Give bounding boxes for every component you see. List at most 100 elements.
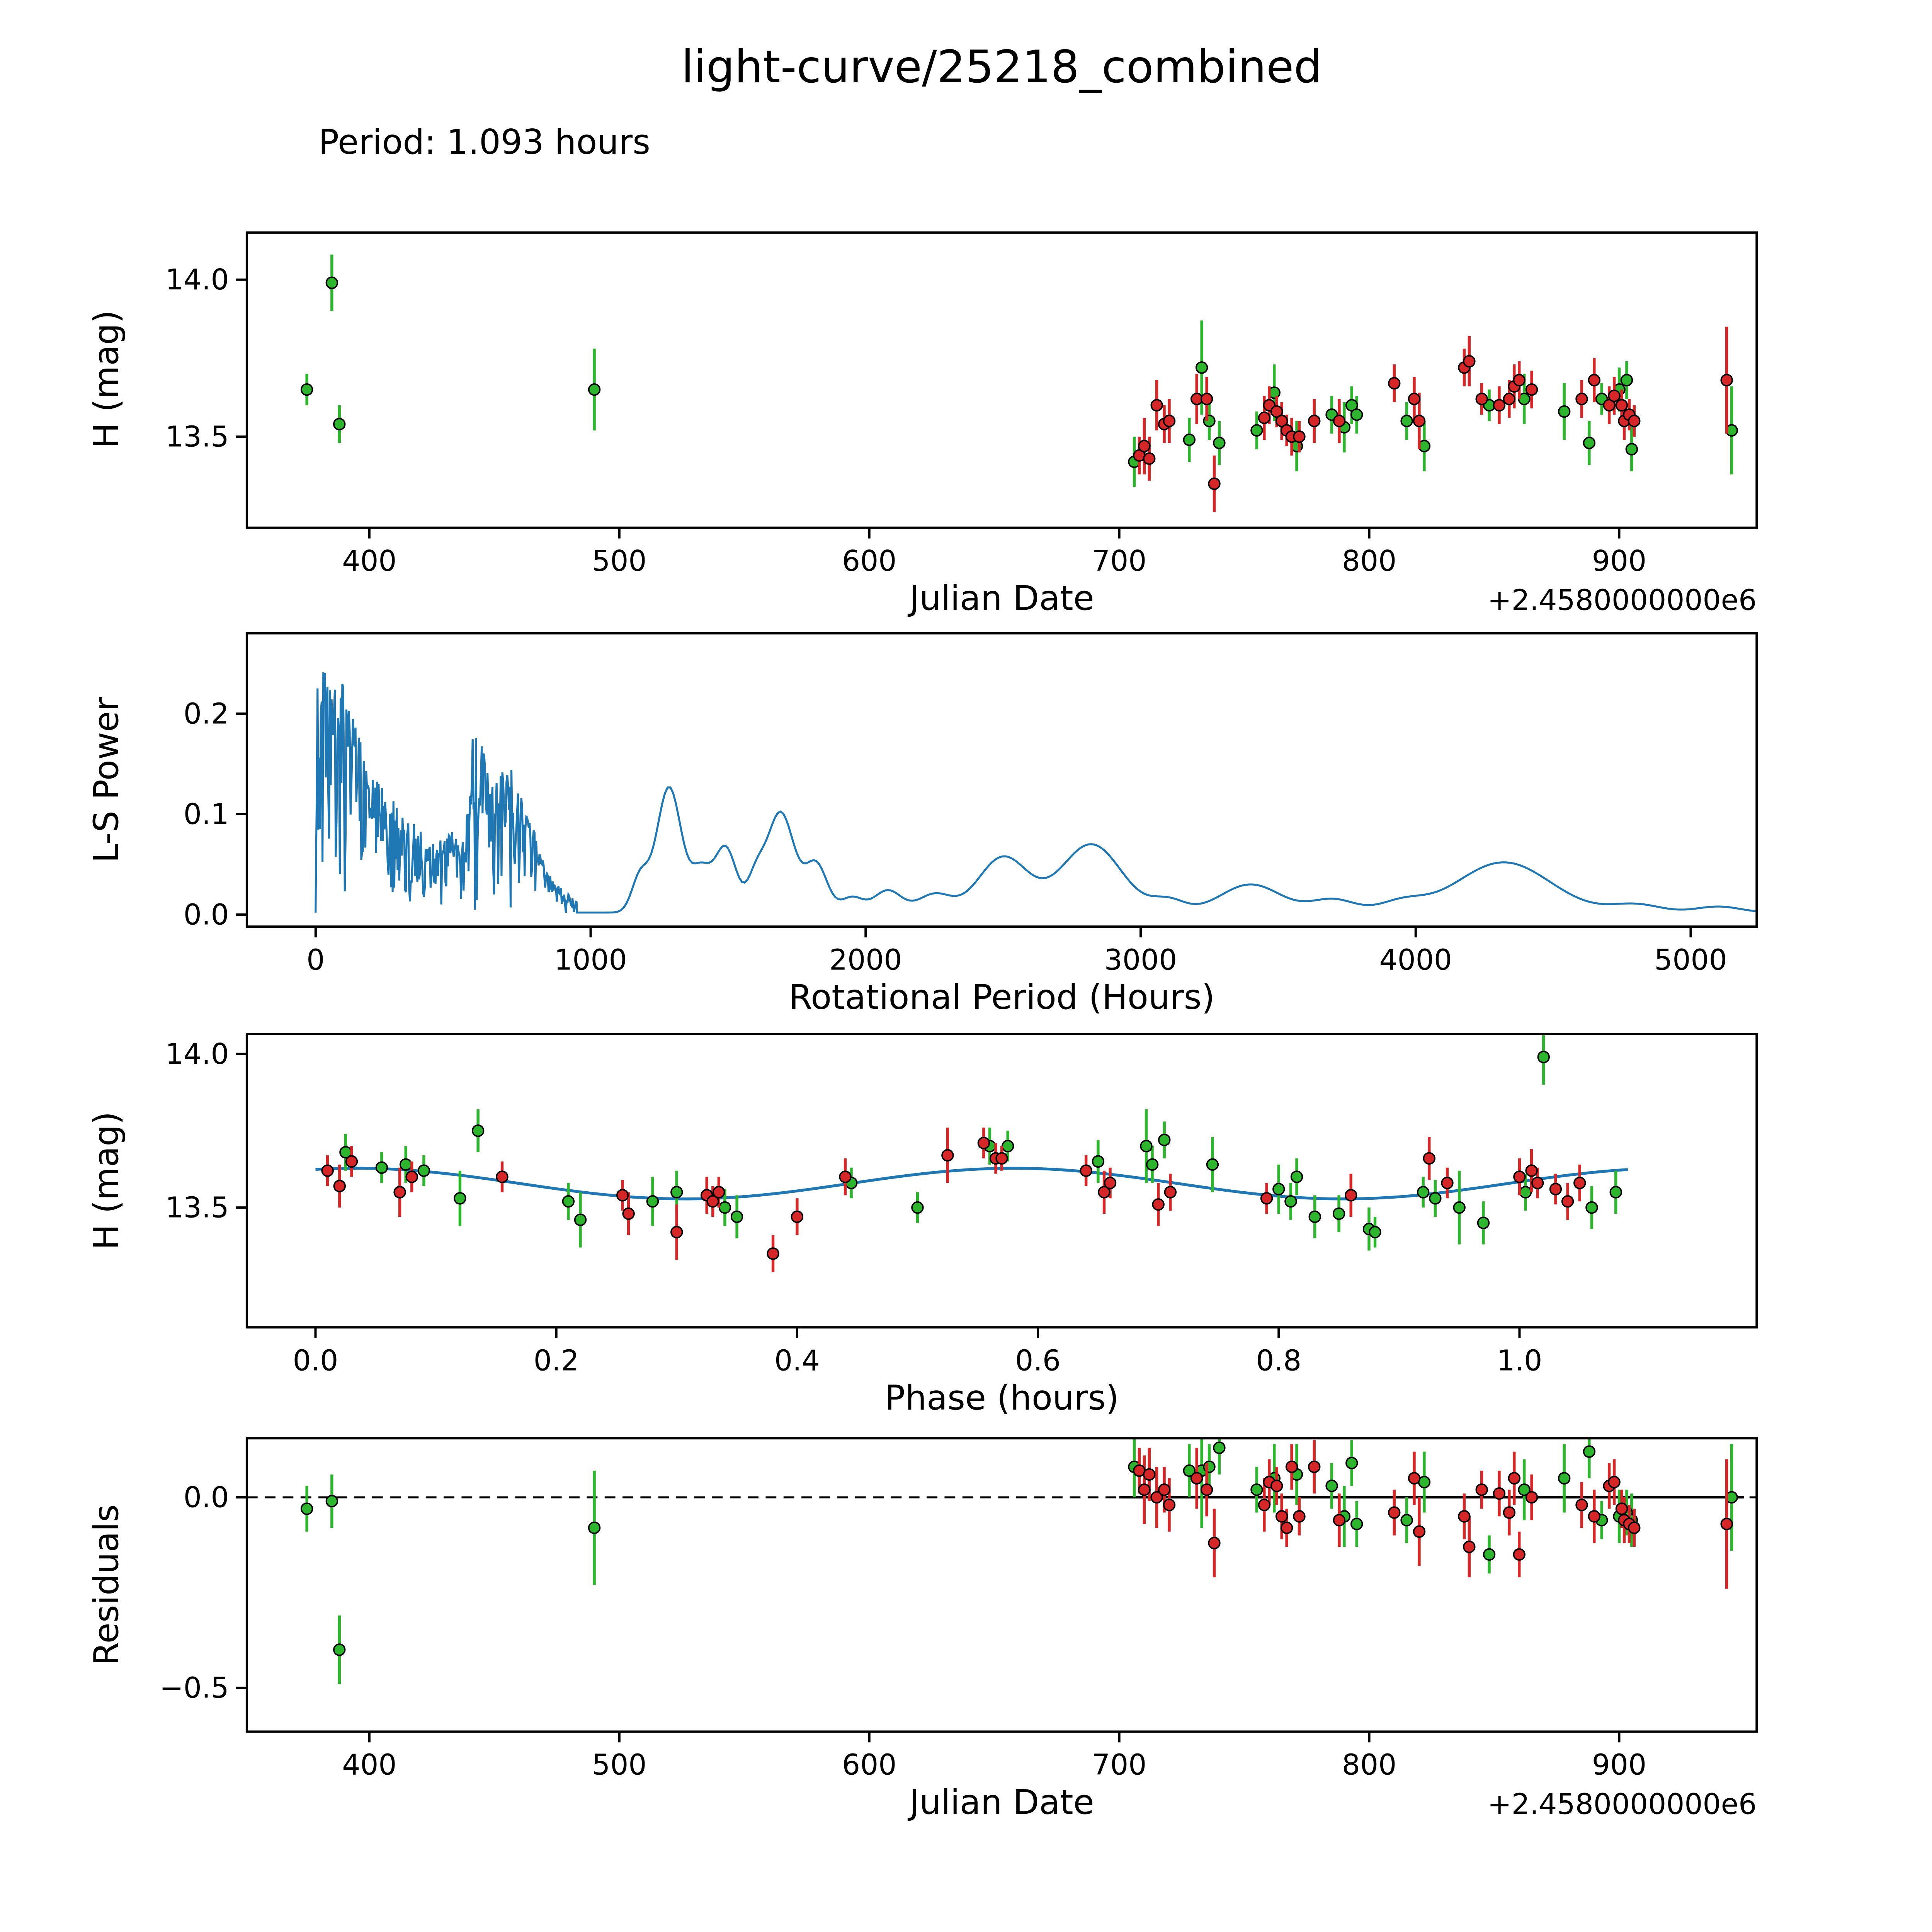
data-point-red [1413,1525,1426,1538]
data-point-green [1429,1192,1442,1205]
data-point-red [1270,405,1283,418]
data-point-red [1333,415,1346,427]
data-point-red [1208,1537,1221,1549]
y-tick-label: 0.2 [184,697,229,730]
data-point-red [622,1207,635,1220]
data-point-green [718,1201,731,1214]
data-point-red [1080,1164,1092,1177]
data-point-red [1503,393,1516,405]
data-point-green [1585,1201,1598,1214]
data-point-red [1150,399,1163,412]
residuals-ticks: 400 500 600 700 800 900 −0.5 0.0 [160,1481,1646,1782]
data-point-red [1615,399,1628,412]
data-point-red [1513,374,1526,386]
data-point-green [1477,1216,1490,1230]
data-point-red [405,1170,418,1183]
x-tick-label: 0.4 [774,1344,820,1377]
plot4-xlabel: Julian Date [907,1782,1094,1822]
data-point-green [1583,437,1596,449]
data-point-green [1158,1134,1171,1146]
data-point-green [300,383,313,396]
data-point-red [1720,374,1733,386]
data-point-green [325,1495,338,1508]
data-point-red [1275,1510,1288,1523]
data-point-red [1275,415,1288,427]
data-point-green [399,1158,412,1171]
y-tick-label: 14.0 [165,1037,229,1071]
data-point-red [1628,415,1641,427]
jd-light-curve-ticks: 400 500 600 700 800 900 13.5 14.0 [165,263,1646,578]
periodogram-ticks: 0 1000 2000 3000 4000 5000 0.0 0.1 0.2 [184,697,1727,976]
x-tick-label: 800 [1342,544,1396,578]
data-point-red [1588,1510,1601,1523]
residuals-series-red [1133,1440,1733,1589]
data-point-red [1143,452,1156,465]
data-point-green [1625,443,1638,456]
jd-light-curve-frame [245,231,1758,529]
data-point-red [1615,1502,1628,1515]
phased-light-curve-plot-area [315,1034,1628,1272]
data-point-red [1163,415,1176,427]
phased-light-curve-series-red [321,1128,1586,1272]
data-point-red [1150,1491,1163,1504]
data-point-red [1549,1183,1562,1196]
data-point-red [1628,1521,1641,1534]
plot1-xlabel: Julian Date [907,578,1094,618]
data-point-red [1531,1177,1544,1189]
data-point-green [333,418,346,430]
plot4-x-offset-label: +2.4580000000e6 [1488,1787,1757,1821]
data-point-red [1608,389,1621,402]
periodogram-frame [245,632,1758,928]
y-tick-label: 13.5 [165,1191,229,1225]
data-point-red [1190,1472,1203,1485]
phased-light-curve-series-green [339,1034,1622,1251]
data-point-green [1272,1183,1285,1196]
data-point-green [1213,1441,1226,1454]
periodogram-curve [315,672,1757,914]
data-point-red [1588,374,1601,386]
data-point-green [1195,361,1208,374]
data-point-green [417,1164,430,1177]
x-tick-label: 700 [1092,544,1146,578]
x-tick-label: 0.6 [1015,1344,1061,1377]
residuals-plot-area [247,1438,1757,1684]
data-point-green [1250,424,1263,437]
data-point-red [1164,1186,1177,1199]
x-tick-label: 1.0 [1497,1344,1543,1377]
data-point-green [1001,1139,1014,1153]
plot1-ylabel: H (mag) [87,310,126,448]
data-point-red [1573,1177,1586,1189]
jd-light-curve-plot-area [300,254,1738,512]
data-point-red [1138,440,1151,452]
data-point-red [1525,383,1538,396]
x-tick-label: 0.2 [534,1344,579,1377]
data-point-red [1608,1476,1621,1488]
x-tick-label: 900 [1592,1748,1646,1782]
plot4-ylabel: Residuals [87,1504,126,1665]
plot3-xlabel: Phase (hours) [884,1378,1119,1418]
data-point-red [1280,1521,1293,1534]
data-point-red [345,1155,358,1168]
residuals-frame [245,1437,1758,1733]
data-point-green [333,1643,346,1656]
periodogram-plot-area [315,672,1757,914]
data-point-green [1183,433,1196,446]
data-point-red [1285,1460,1298,1473]
data-point-red [1575,1498,1588,1511]
x-tick-label: 500 [592,544,646,578]
data-point-red [791,1210,804,1223]
x-tick-label: 400 [342,1748,396,1782]
data-point-green [1345,1457,1358,1469]
data-point-green [1325,1480,1338,1492]
x-tick-label: 600 [842,544,896,578]
phased-light-curve-frame [245,1032,1758,1329]
data-point-red [1208,477,1221,490]
data-point-red [1098,1186,1111,1199]
data-point-red [1345,1189,1357,1202]
y-tick-label: 13.5 [165,420,229,454]
data-point-green [1350,1517,1363,1531]
data-point-red [1561,1195,1574,1208]
plot1-x-offset-label: +2.4580000000e6 [1488,584,1757,617]
data-point-green [911,1201,924,1214]
